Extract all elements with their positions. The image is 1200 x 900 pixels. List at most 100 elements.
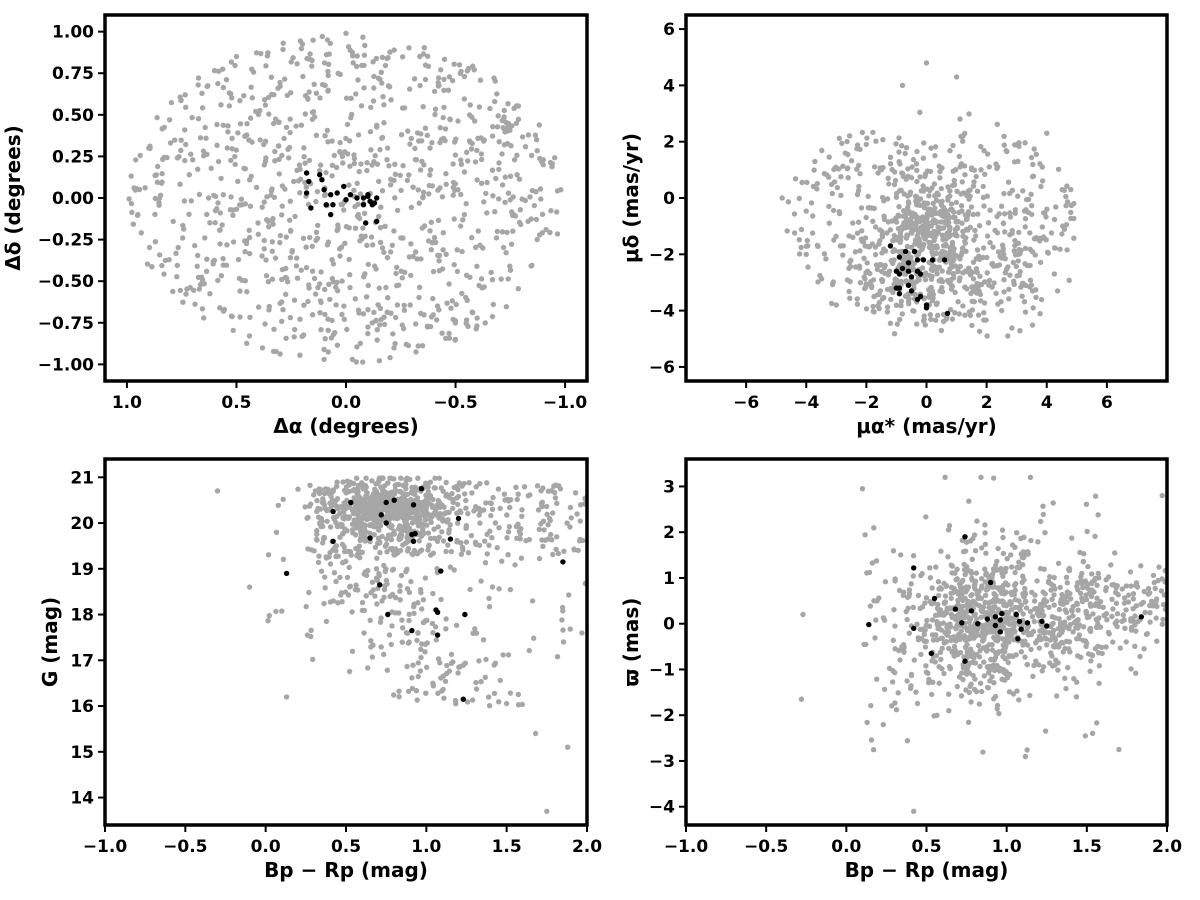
field-star-point bbox=[928, 240, 934, 246]
field-star-point bbox=[463, 497, 469, 504]
field-star-point bbox=[850, 220, 856, 226]
field-star-point bbox=[514, 172, 520, 178]
field-star-point bbox=[1087, 626, 1093, 633]
field-star-point bbox=[447, 564, 454, 570]
field-star-point bbox=[920, 227, 927, 233]
field-star-point bbox=[1060, 593, 1066, 599]
field-star-point bbox=[493, 235, 500, 241]
field-star-point bbox=[364, 242, 370, 248]
field-star-point bbox=[927, 312, 933, 318]
field-star-point bbox=[186, 211, 192, 217]
field-star-point bbox=[403, 568, 409, 575]
member-star-point bbox=[999, 610, 1005, 617]
field-star-point bbox=[403, 485, 409, 492]
field-star-point bbox=[1027, 230, 1033, 236]
field-star-point bbox=[560, 627, 566, 633]
field-star-point bbox=[554, 188, 561, 194]
field-star-point bbox=[306, 589, 312, 596]
field-star-point bbox=[399, 502, 406, 509]
field-star-point bbox=[1005, 659, 1011, 666]
field-star-point bbox=[862, 235, 869, 241]
field-star-point bbox=[494, 545, 500, 551]
field-star-point bbox=[333, 302, 339, 308]
field-star-point bbox=[1017, 328, 1023, 334]
field-star-point bbox=[407, 141, 413, 147]
field-star-point bbox=[449, 77, 456, 84]
field-star-point bbox=[343, 223, 350, 230]
field-star-point bbox=[981, 673, 987, 679]
field-star-point bbox=[922, 322, 928, 328]
field-star-point bbox=[1051, 271, 1058, 277]
field-star-point bbox=[352, 203, 358, 210]
field-star-point bbox=[369, 478, 375, 484]
field-star-point bbox=[355, 132, 362, 138]
field-star-point bbox=[474, 263, 480, 269]
field-star-point bbox=[458, 68, 464, 75]
field-star-point bbox=[425, 530, 432, 536]
field-star-point bbox=[224, 145, 230, 151]
field-star-point bbox=[309, 109, 316, 116]
field-star-point bbox=[947, 206, 954, 213]
field-star-point bbox=[369, 162, 375, 168]
field-star-point bbox=[408, 135, 414, 142]
field-star-point bbox=[953, 199, 960, 206]
field-star-point bbox=[1153, 615, 1159, 621]
field-star-point bbox=[314, 188, 321, 195]
field-star-point bbox=[1044, 249, 1051, 255]
field-star-point bbox=[985, 151, 991, 157]
member-star-point bbox=[391, 497, 397, 503]
field-star-point bbox=[374, 124, 380, 130]
field-star-point bbox=[476, 282, 482, 289]
field-star-point bbox=[340, 509, 346, 515]
field-star-point bbox=[923, 663, 929, 669]
field-star-point bbox=[947, 224, 953, 230]
field-star-point bbox=[394, 282, 400, 289]
field-star-point bbox=[979, 576, 985, 582]
field-star-point bbox=[324, 507, 330, 514]
field-star-point bbox=[941, 219, 948, 225]
field-star-point bbox=[505, 190, 512, 196]
field-star-point bbox=[984, 647, 990, 653]
x-tick-label: 2.0 bbox=[1152, 837, 1182, 857]
field-star-point bbox=[1133, 670, 1139, 676]
field-star-point bbox=[947, 307, 954, 313]
field-star-point bbox=[965, 598, 971, 604]
field-star-point bbox=[785, 199, 792, 205]
field-star-point bbox=[161, 124, 167, 131]
field-star-point bbox=[385, 532, 392, 538]
field-star-point bbox=[167, 140, 174, 146]
field-star-point bbox=[421, 223, 428, 229]
field-star-point bbox=[236, 275, 243, 282]
field-star-point bbox=[437, 125, 443, 131]
field-star-point bbox=[444, 510, 450, 516]
field-star-point bbox=[154, 114, 160, 121]
field-star-point bbox=[1097, 599, 1104, 605]
panel-color-magnitude: −1.0 −0.5 0.0 0.5 1.0 1.5 2.02120191817161514B… bbox=[38, 457, 602, 882]
field-star-point bbox=[894, 321, 900, 327]
field-star-point bbox=[1078, 654, 1084, 660]
y-tick-label: 21 bbox=[70, 468, 94, 488]
field-star-point bbox=[321, 490, 328, 497]
field-star-point bbox=[180, 222, 186, 229]
y-tick-label: 1.00 bbox=[52, 23, 94, 43]
field-star-point bbox=[1022, 753, 1029, 760]
field-star-point bbox=[396, 610, 402, 616]
field-star-point bbox=[1127, 569, 1134, 575]
field-star-point bbox=[1061, 187, 1067, 193]
field-star-point bbox=[958, 133, 964, 140]
field-star-point bbox=[131, 185, 137, 191]
field-star-point bbox=[531, 202, 538, 209]
field-star-point bbox=[923, 270, 929, 276]
field-star-point bbox=[933, 564, 939, 570]
field-star-point bbox=[1018, 551, 1024, 557]
field-star-point bbox=[292, 326, 298, 333]
field-star-point bbox=[309, 312, 316, 318]
y-tick-label: −3 bbox=[649, 752, 675, 772]
field-star-point bbox=[226, 103, 232, 109]
field-star-point bbox=[891, 169, 898, 175]
field-star-point bbox=[418, 310, 424, 317]
field-star-point bbox=[484, 210, 490, 216]
field-star-point bbox=[269, 276, 276, 282]
field-star-point bbox=[1020, 188, 1026, 194]
field-star-point bbox=[347, 284, 353, 291]
